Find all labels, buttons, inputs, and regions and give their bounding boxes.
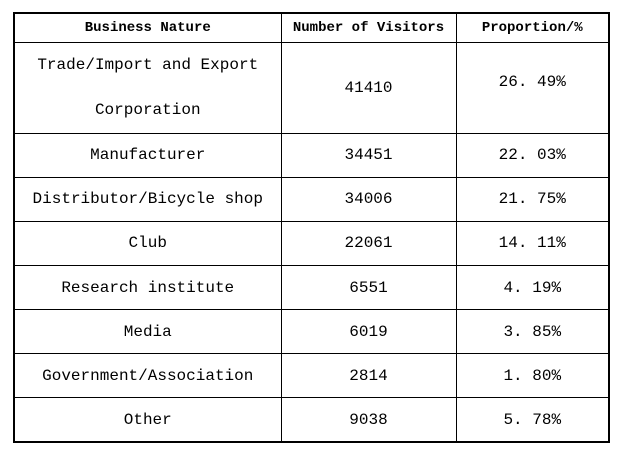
visitor-statistics-table: Business Nature Number of Visitors Propo… bbox=[13, 12, 610, 443]
cell-visitors: 34006 bbox=[280, 176, 457, 222]
cell-visitors: 41410 bbox=[280, 41, 457, 134]
cell-visitors: 22061 bbox=[280, 220, 457, 267]
cell-visitors: 6551 bbox=[280, 265, 457, 311]
cell-visitors: 2814 bbox=[280, 353, 457, 399]
table-row: Club 22061 14. 11% bbox=[13, 220, 610, 267]
visitor-statistics-table-wrap: Business Nature Number of Visitors Propo… bbox=[13, 12, 610, 443]
cell-nature: Club bbox=[13, 220, 282, 267]
cell-proportion: 22. 03% bbox=[455, 132, 610, 178]
cell-nature: Other bbox=[13, 397, 282, 443]
nature-line-1: Trade/Import and Export bbox=[37, 55, 259, 74]
cell-proportion: 26. 49% bbox=[455, 41, 610, 134]
table-row: Manufacturer 34451 22. 03% bbox=[13, 132, 610, 178]
header-row: Business Nature Number of Visitors Propo… bbox=[13, 12, 610, 43]
header-cell-business-nature: Business Nature bbox=[13, 12, 282, 43]
cell-nature: Research institute bbox=[13, 265, 282, 311]
cell-nature: Manufacturer bbox=[13, 132, 282, 178]
cell-visitors: 34451 bbox=[280, 132, 457, 178]
nature-line-2: Corporation bbox=[94, 100, 201, 119]
cell-visitors: 9038 bbox=[280, 397, 457, 443]
cell-proportion: 3. 85% bbox=[455, 309, 610, 355]
cell-proportion: 4. 19% bbox=[455, 265, 610, 311]
header-cell-number-of-visitors: Number of Visitors bbox=[280, 12, 457, 43]
cell-proportion: 14. 11% bbox=[455, 220, 610, 267]
cell-nature: Media bbox=[13, 309, 282, 355]
cell-proportion: 1. 80% bbox=[455, 353, 610, 399]
table-row: Distributor/Bicycle shop 34006 21. 75% bbox=[13, 176, 610, 222]
cell-nature: Distributor/Bicycle shop bbox=[13, 176, 282, 222]
header-cell-proportion: Proportion/% bbox=[455, 12, 610, 43]
table-row: Other 9038 5. 78% bbox=[13, 397, 610, 443]
cell-nature: Government/Association bbox=[13, 353, 282, 399]
table-row: Media 6019 3. 85% bbox=[13, 309, 610, 355]
table-row: Trade/Import and Export Corporation 4141… bbox=[13, 41, 610, 134]
cell-proportion: 5. 78% bbox=[455, 397, 610, 443]
cell-visitors: 6019 bbox=[280, 309, 457, 355]
cell-nature: Trade/Import and Export Corporation bbox=[13, 41, 282, 134]
table-row: Government/Association 2814 1. 80% bbox=[13, 353, 610, 399]
cell-proportion: 21. 75% bbox=[455, 176, 610, 222]
table-row: Research institute 6551 4. 19% bbox=[13, 265, 610, 311]
